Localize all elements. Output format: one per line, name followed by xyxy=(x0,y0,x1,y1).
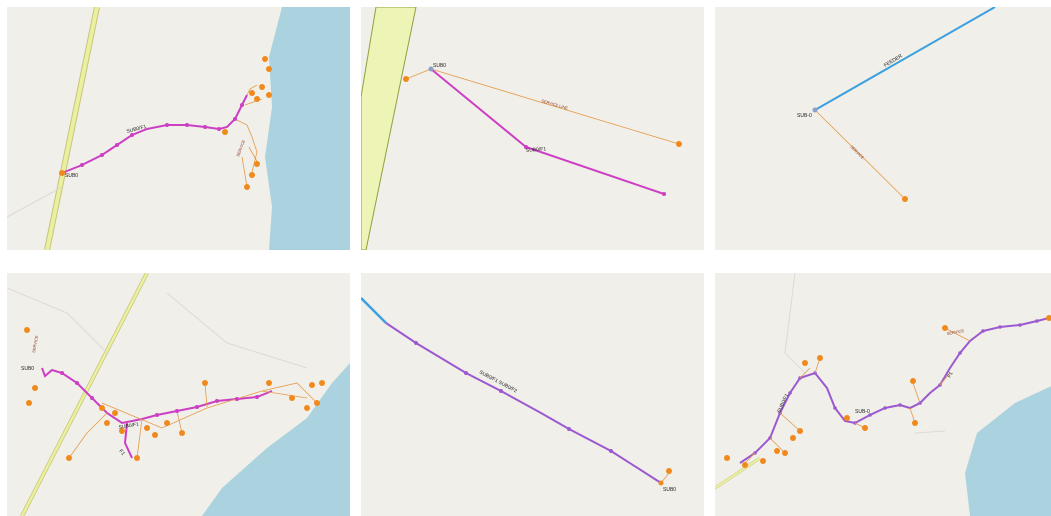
map-tile-5-canvas: SUB0 SUB0/F1 SUB0/F2 xyxy=(361,273,704,516)
minor-roads xyxy=(784,273,946,434)
land-area xyxy=(715,7,1051,250)
node-label: SUB0 xyxy=(65,173,78,179)
water-area xyxy=(202,363,350,516)
feeder-node[interactable] xyxy=(524,145,528,149)
land-area xyxy=(361,273,704,516)
service-line[interactable] xyxy=(430,68,680,145)
feeder-label: SUB0/F1 xyxy=(126,124,147,135)
road xyxy=(45,7,99,250)
water-area xyxy=(265,7,350,250)
service-line xyxy=(405,68,432,80)
substation-node[interactable] xyxy=(812,107,818,113)
feeder-line[interactable] xyxy=(385,322,662,484)
feeder-node[interactable] xyxy=(662,192,666,196)
service-lines xyxy=(68,382,318,459)
service-label: SERVICE xyxy=(946,328,964,336)
node-label: SUB0 xyxy=(21,366,34,372)
node-label: SUB0 xyxy=(433,63,446,69)
minor-roads xyxy=(7,287,308,369)
map-tile-4[interactable]: SUB0 SUB0/F1 F1 SERVICE xyxy=(7,273,350,516)
feeder-nodes[interactable] xyxy=(414,341,613,453)
meter-points[interactable] xyxy=(59,56,272,190)
map-tile-1[interactable]: SUB0 SUB0/F1 SERVICE xyxy=(7,7,350,250)
feeder-line[interactable] xyxy=(41,367,273,459)
node-label: SUB-0 xyxy=(797,113,812,119)
feeder-nodes[interactable] xyxy=(80,103,244,167)
map-tile-4-canvas: SUB0 SUB0/F1 F1 SERVICE xyxy=(7,273,350,516)
meter-point[interactable] xyxy=(403,76,409,82)
feeder-line-blue[interactable] xyxy=(361,297,387,324)
service-lines xyxy=(744,327,971,464)
map-tile-2[interactable]: SUB0 SUB0/F1 SERVICE LINE xyxy=(361,7,704,250)
land-area xyxy=(361,7,704,250)
feeder-line[interactable] xyxy=(739,317,1050,464)
map-tile-6-canvas: SUB-0 SUB0/F1 F1 SERVICE xyxy=(715,273,1051,516)
water-area xyxy=(965,386,1051,516)
road xyxy=(715,457,761,489)
node-label: SUB0 xyxy=(663,487,676,493)
meter-point[interactable] xyxy=(658,480,664,486)
node-label: SUB-0 xyxy=(855,409,870,415)
map-tile-5[interactable]: SUB0 SUB0/F1 SUB0/F2 xyxy=(361,273,704,516)
meter-point[interactable] xyxy=(676,141,682,147)
service-line[interactable] xyxy=(814,109,906,200)
feeder-nodes[interactable] xyxy=(60,371,259,417)
road xyxy=(20,273,149,516)
meter-points[interactable] xyxy=(24,327,325,461)
meter-point[interactable] xyxy=(902,196,908,202)
map-tile-1-canvas: SUB0 SUB0/F1 SERVICE xyxy=(7,7,350,250)
map-tile-2-canvas: SUB0 SUB0/F1 SERVICE LINE xyxy=(361,7,704,250)
meter-points[interactable] xyxy=(724,315,1051,468)
service-label: SERVICE xyxy=(235,139,246,157)
feeder-line[interactable] xyxy=(814,7,996,111)
feeder-label-branch: F1 xyxy=(117,448,125,456)
map-tile-6[interactable]: SUB-0 SUB0/F1 F1 SERVICE xyxy=(715,273,1051,516)
map-tile-3[interactable]: SUB-0 FEEDER SERVICE xyxy=(715,7,1051,250)
feeder-label-east: F1 xyxy=(947,371,955,379)
minor-road xyxy=(7,186,63,218)
substation-node[interactable] xyxy=(428,66,434,72)
service-lines xyxy=(234,84,263,188)
map-tile-3-canvas: SUB-0 FEEDER SERVICE xyxy=(715,7,1051,250)
service-label: SERVICE xyxy=(31,335,39,353)
meter-point[interactable] xyxy=(666,468,672,474)
feeder-label: SUB0/F1 xyxy=(118,422,139,431)
road-band xyxy=(361,7,417,250)
feeder-label: SUB0/F1 xyxy=(526,146,547,154)
